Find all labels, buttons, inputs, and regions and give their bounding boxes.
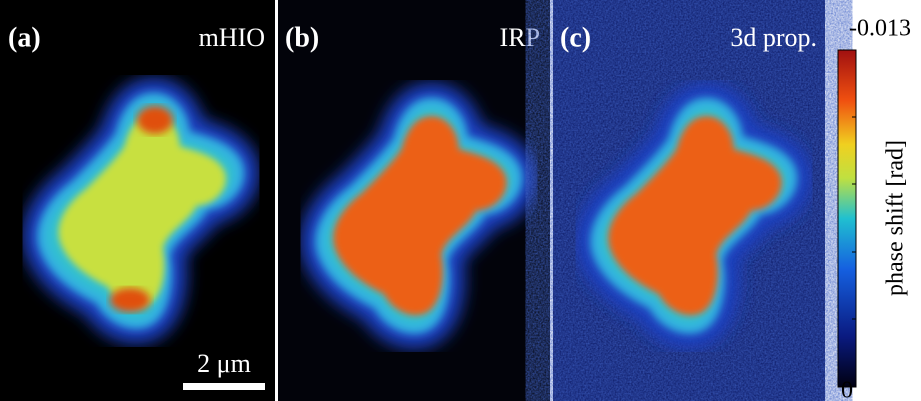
panel-a: (a) mHIO 2 μm [0, 0, 275, 401]
hot-spot [110, 288, 150, 312]
colorbar-top-label: -0.013 [849, 16, 911, 42]
panel-c: (c) 3d prop. [553, 0, 825, 401]
page: {"panels": [{"label": "(a)", "method": "… [0, 0, 921, 401]
colorbar-title: phase shift [rad] [883, 140, 909, 296]
scale-bar [183, 383, 265, 390]
colorbar-gradient [838, 50, 856, 387]
method-label: IRP [500, 23, 540, 52]
panel-label: (b) [285, 22, 319, 53]
panel-b: (b) IRP [278, 0, 550, 401]
method-label: mHIO [199, 23, 265, 52]
panel-label: (a) [8, 22, 41, 53]
hot-spot [137, 106, 173, 134]
colorbar: -0.013 0 phase shift [rad] [838, 16, 911, 401]
colorbar-bottom-label: 0 [841, 378, 853, 401]
method-label: 3d prop. [730, 23, 817, 52]
scale-bar-label: 2 μm [197, 349, 251, 378]
figure: (a) mHIO 2 μm (b) IRP (c) 3d prop. -0.01… [0, 0, 921, 401]
panel-label: (c) [560, 22, 591, 53]
